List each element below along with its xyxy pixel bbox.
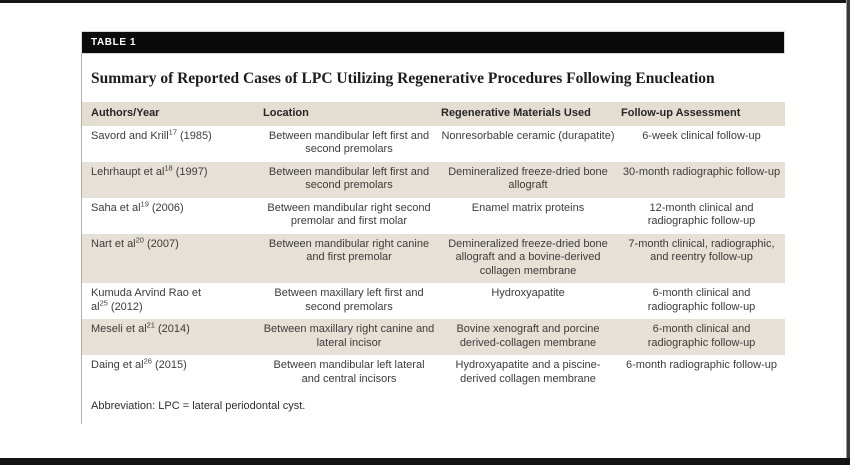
location-cell: Between mandibular right canine and firs…	[268, 237, 430, 264]
location-cell: Between maxillary left first and second …	[274, 287, 424, 313]
col-header-location: Location	[260, 102, 438, 126]
followup-cell: 6-week clinical follow-up	[642, 129, 761, 142]
materials-cell: Enamel matrix proteins	[471, 201, 585, 214]
reference-superscript: 17	[168, 126, 177, 136]
materials-cell: Demineralized freeze-dried bone allograf…	[448, 165, 608, 192]
authors-cell: Savord and Krill17 (1985)	[91, 126, 212, 142]
table-row: Kumuda Arvind Rao et al25 (2012) Between …	[82, 283, 785, 319]
page-frame-bottom-edge	[0, 458, 850, 465]
followup-cell: 12-month clinical and radiographic follo…	[647, 201, 756, 228]
authors-cell: Kumuda Arvind Rao et al25 (2012)	[91, 287, 202, 313]
col-header-followup-assessment: Follow-up Assessment	[618, 102, 785, 126]
location-cell: Between mandibular left first and second…	[268, 165, 430, 192]
followup-cell: 6-month clinical and radiographic follow…	[647, 287, 756, 313]
table-title: Summary of Reported Cases of LPC Utilizi…	[91, 70, 715, 87]
table-content-area: Summary of Reported Cases of LPC Utilizi…	[81, 54, 785, 424]
reference-superscript: 21	[146, 320, 155, 330]
location-cell: Between mandibular left lateral and cent…	[273, 359, 425, 385]
summary-table: Authors/Year Location Regenerative Mater…	[82, 102, 785, 391]
followup-cell: 6-month radiographic follow-up	[625, 359, 778, 371]
page-frame-right-edge	[846, 0, 850, 465]
col-header-authors-year: Authors/Year	[82, 102, 260, 126]
table-panel: TABLE 1 Summary of Reported Cases of LPC…	[81, 31, 785, 424]
followup-cell: 7-month clinical, radiographic, and reen…	[628, 237, 775, 264]
location-cell: Between maxillary right canine and later…	[263, 323, 435, 349]
followup-cell: 6-month clinical and radiographic follow…	[647, 323, 756, 349]
materials-cell: Hydroxyapatite and a piscine-derived col…	[455, 359, 601, 385]
table-number-label: TABLE 1	[81, 31, 785, 54]
table-row: Nart et al20 (2007) Between mandibular ri…	[82, 233, 785, 283]
authors-cell: Daing et al26 (2015)	[91, 356, 187, 371]
reference-superscript: 18	[164, 162, 173, 172]
page-frame-top-edge	[0, 0, 850, 3]
materials-cell: Hydroxyapatite	[491, 287, 565, 299]
reference-superscript: 26	[143, 356, 152, 366]
reference-superscript: 19	[140, 198, 149, 208]
authors-cell: Lehrhaupt et al18 (1997)	[91, 162, 208, 178]
table-row: Daing et al26 (2015) Between mandibular l…	[82, 355, 785, 391]
table-row: Lehrhaupt et al18 (1997) Between mandibul…	[82, 161, 785, 198]
reference-superscript: 20	[135, 234, 144, 244]
location-cell: Between mandibular right second premolar…	[267, 201, 431, 228]
authors-cell: Nart et al20 (2007)	[91, 234, 179, 250]
table-row: Meseli et al21 (2014) Between maxillary r…	[82, 319, 785, 355]
table-row: Saha et al19 (2006) Between mandibular ri…	[82, 198, 785, 234]
followup-cell: 30-month radiographic follow-up	[622, 165, 781, 178]
materials-cell: Nonresorbable ceramic (durapatite)	[441, 129, 615, 142]
abbreviation-footnote: Abbreviation: LPC = lateral periodontal …	[91, 400, 306, 412]
location-cell: Between mandibular left first and second…	[268, 129, 430, 156]
materials-cell: Bovine xenograft and porcine derived-col…	[456, 323, 600, 349]
table-header-row: Authors/Year Location Regenerative Mater…	[82, 102, 785, 126]
materials-cell: Demineralized freeze-dried bone allograf…	[448, 237, 608, 277]
reference-superscript: 25	[99, 297, 108, 307]
col-header-regenerative-materials: Regenerative Materials Used	[438, 102, 618, 126]
authors-cell: Saha et al19 (2006)	[91, 198, 184, 214]
authors-cell: Meseli et al21 (2014)	[91, 320, 190, 335]
table-row: Savord and Krill17 (1985) Between mandibu…	[82, 126, 785, 162]
